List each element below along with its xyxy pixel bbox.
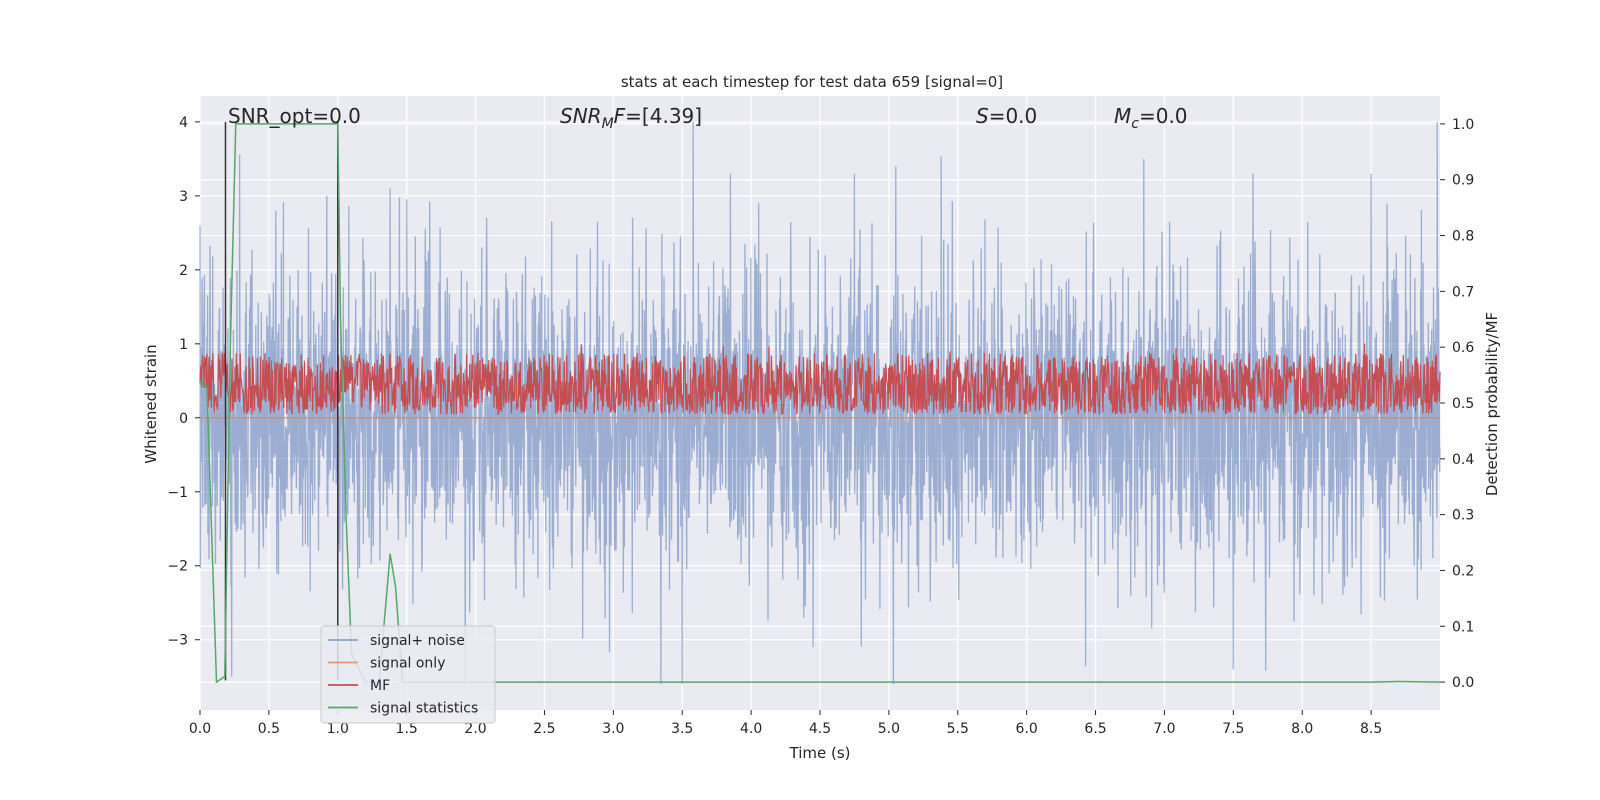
x-tick-label-6: 3.0 bbox=[602, 721, 624, 737]
y-axis-label-right: Detection probability/MF bbox=[1483, 312, 1501, 496]
yr-tick-label-6: 0.4 bbox=[1452, 452, 1474, 468]
yr-tick-label-3: 0.7 bbox=[1452, 284, 1474, 300]
y-left-axis-ticks: 4 3 2 1 0 −1 −2 −3 bbox=[167, 115, 200, 649]
x-tick-label-0: 0.0 bbox=[189, 721, 211, 737]
series-mf-line bbox=[199, 343, 1441, 416]
x-tick-label-15: 7.5 bbox=[1222, 721, 1244, 737]
x-tick-label-14: 7.0 bbox=[1153, 721, 1175, 737]
yl-tick-label-6: −2 bbox=[167, 559, 188, 575]
y-axis-label-left: Whitened strain bbox=[142, 344, 160, 463]
x-tick-label-4: 2.0 bbox=[464, 721, 486, 737]
x-tick-label-1: 0.5 bbox=[258, 721, 280, 737]
yl-tick-label-4: 0 bbox=[179, 411, 188, 427]
yr-tick-label-5: 0.5 bbox=[1452, 396, 1474, 412]
x-tick-label-2: 1.0 bbox=[327, 721, 349, 737]
legend-label-1: signal only bbox=[370, 656, 445, 672]
legend-label-2: MF bbox=[370, 678, 390, 694]
annotation-2: S=0.0 bbox=[976, 104, 1037, 128]
yr-tick-label-9: 0.1 bbox=[1452, 619, 1474, 635]
yl-tick-label-3: 1 bbox=[179, 337, 188, 353]
x-tick-label-10: 5.0 bbox=[878, 721, 900, 737]
x-tick-label-13: 6.5 bbox=[1084, 721, 1106, 737]
x-tick-label-5: 2.5 bbox=[533, 721, 555, 737]
yr-tick-label-4: 0.6 bbox=[1452, 340, 1474, 356]
annotation-3: Mc=0.0 bbox=[1114, 104, 1188, 132]
yr-tick-label-0: 1.0 bbox=[1452, 117, 1474, 133]
yl-tick-label-7: −3 bbox=[167, 633, 188, 649]
x-tick-label-8: 4.0 bbox=[740, 721, 762, 737]
x-tick-label-17: 8.5 bbox=[1360, 721, 1382, 737]
yr-tick-label-10: 0.0 bbox=[1452, 675, 1474, 691]
yr-tick-label-7: 0.3 bbox=[1452, 508, 1474, 524]
yl-tick-label-2: 2 bbox=[179, 263, 188, 279]
legend-label-0: signal+ noise bbox=[370, 633, 465, 649]
annotation-1: SNRMF=[4.39] bbox=[560, 104, 702, 132]
x-tick-label-7: 3.5 bbox=[671, 721, 693, 737]
x-axis-ticks: 0.0 0.5 1.0 1.5 2.0 2.5 3.0 3.5 4.0 4.5 5.0 5.5 6.0 6… bbox=[189, 710, 1382, 737]
yr-tick-label-1: 0.9 bbox=[1452, 173, 1474, 189]
y-right-axis-ticks: 1.0 0.9 0.8 0.7 0.6 0.5 0.4 0.3 0.2 0.1 0.0 bbox=[1440, 117, 1474, 691]
x-axis-label: Time (s) bbox=[789, 744, 851, 762]
yl-tick-label-5: −1 bbox=[167, 485, 188, 501]
yr-tick-label-8: 0.2 bbox=[1452, 563, 1474, 579]
legend-box bbox=[320, 625, 496, 724]
chart-title: stats at each timestep for test data 659… bbox=[621, 73, 1003, 91]
x-tick-label-12: 6.0 bbox=[1016, 721, 1038, 737]
yl-tick-label-0: 4 bbox=[179, 115, 188, 131]
series-signal-noise-line bbox=[199, 121, 1441, 685]
yl-tick-label-1: 3 bbox=[179, 189, 188, 205]
annotation-0: SNR_opt=0.0 bbox=[228, 104, 361, 128]
x-tick-label-3: 1.5 bbox=[396, 721, 418, 737]
legend: signal+ noise signal only MF signal statist… bbox=[320, 625, 496, 724]
x-tick-label-11: 5.5 bbox=[947, 721, 969, 737]
x-tick-label-16: 8.0 bbox=[1291, 721, 1313, 737]
yr-tick-label-2: 0.8 bbox=[1452, 229, 1474, 245]
legend-label-3: signal statistics bbox=[370, 701, 478, 717]
x-tick-label-9: 4.5 bbox=[809, 721, 831, 737]
annotations: SNR_opt=0.0 SNRMF=[4.39] S=0.0 Mc=0.0 bbox=[228, 104, 1188, 132]
